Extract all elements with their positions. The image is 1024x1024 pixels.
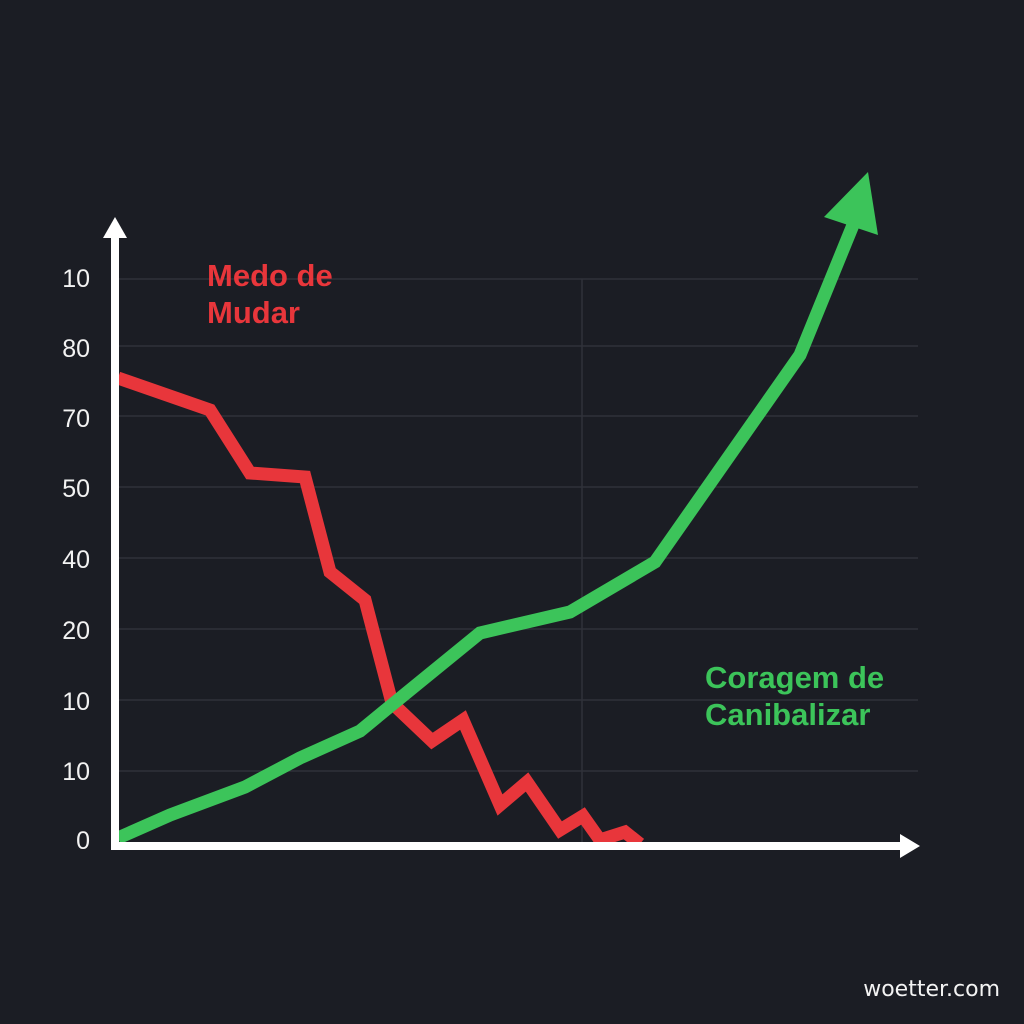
y-tick-label: 80 <box>62 335 90 363</box>
series-label-line: Medo de <box>207 258 333 293</box>
y-tick-label: 20 <box>62 617 90 645</box>
x-axis-arrow-icon <box>900 834 920 858</box>
axes <box>103 217 920 858</box>
y-tick-label: 70 <box>62 405 90 433</box>
y-tick-label: 10 <box>62 265 90 293</box>
green-arrow-head-icon <box>824 172 878 235</box>
series-label-line: Mudar <box>207 295 300 330</box>
y-tick-label: 10 <box>62 758 90 786</box>
y-axis-arrow-icon <box>103 217 127 238</box>
series-label-medo-de-mudar: Medo de Mudar <box>207 257 333 331</box>
series-medo-de-mudar-line <box>115 371 645 850</box>
series-label-line: Canibalizar <box>705 697 871 732</box>
series-label-line: Coragem de <box>705 660 885 695</box>
series-label-coragem-de-canibalizar: Coragem de Canibalizar <box>705 659 884 733</box>
y-tick-label: 40 <box>62 546 90 574</box>
series-coragem-de-canibalizar-line <box>115 222 860 844</box>
y-tick-label: 10 <box>62 688 90 716</box>
y-tick-label: 50 <box>62 475 90 503</box>
watermark: woetter.com <box>863 977 1000 1002</box>
y-tick-label: 0 <box>76 827 90 855</box>
